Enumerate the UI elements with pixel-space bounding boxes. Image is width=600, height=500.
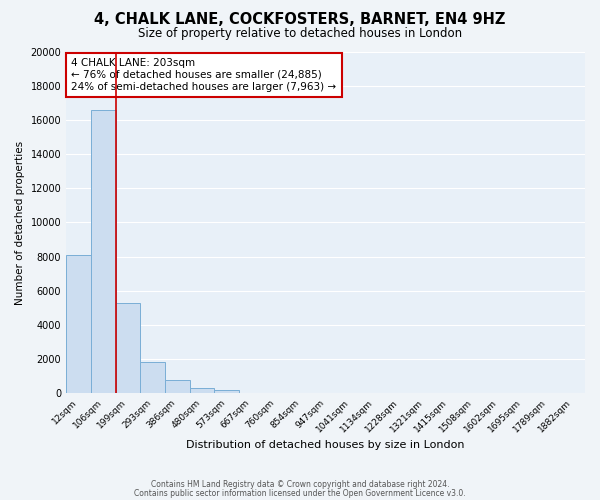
Bar: [116, 303, 140, 394]
Text: Contains HM Land Registry data © Crown copyright and database right 2024.: Contains HM Land Registry data © Crown c…: [151, 480, 449, 489]
Bar: [91, 110, 116, 394]
X-axis label: Distribution of detached houses by size in London: Distribution of detached houses by size …: [187, 440, 465, 450]
Bar: [214, 390, 239, 394]
Text: 4 CHALK LANE: 203sqm
← 76% of detached houses are smaller (24,885)
24% of semi-d: 4 CHALK LANE: 203sqm ← 76% of detached h…: [71, 58, 337, 92]
Text: Contains public sector information licensed under the Open Government Licence v3: Contains public sector information licen…: [134, 488, 466, 498]
Bar: [190, 388, 214, 394]
Bar: [140, 362, 165, 394]
Y-axis label: Number of detached properties: Number of detached properties: [15, 140, 25, 304]
Text: Size of property relative to detached houses in London: Size of property relative to detached ho…: [138, 28, 462, 40]
Text: 4, CHALK LANE, COCKFOSTERS, BARNET, EN4 9HZ: 4, CHALK LANE, COCKFOSTERS, BARNET, EN4 …: [94, 12, 506, 28]
Bar: [165, 380, 190, 394]
Bar: [66, 255, 91, 394]
